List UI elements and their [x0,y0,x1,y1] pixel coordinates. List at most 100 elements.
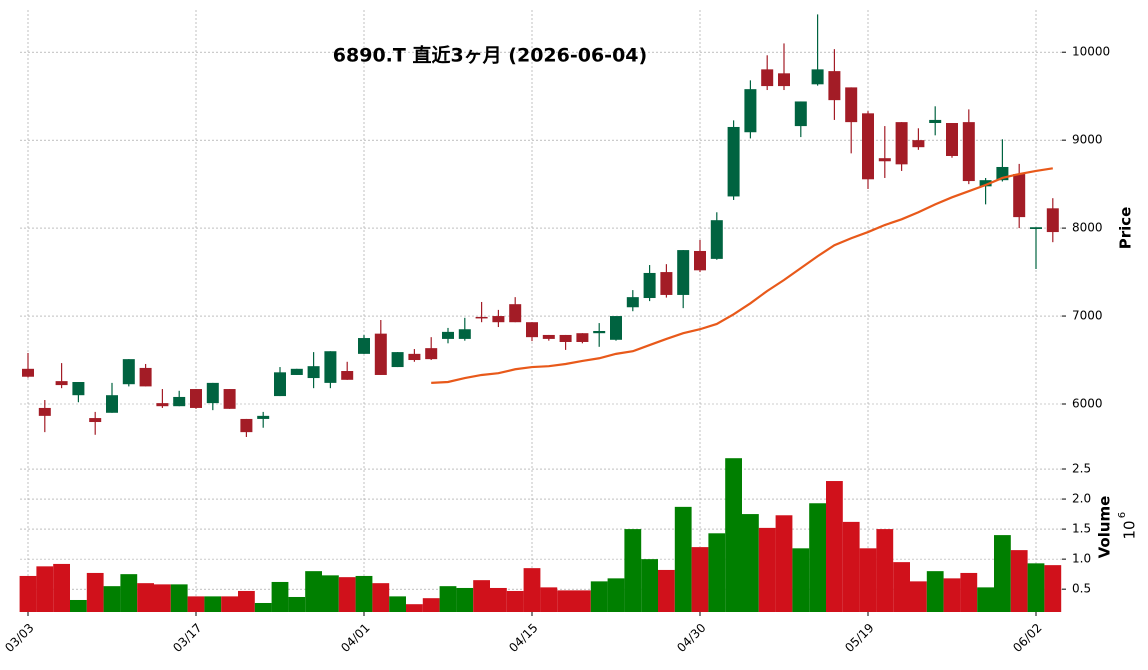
candle-body [240,418,253,433]
volume-bar [422,598,440,612]
volume-bar [473,580,490,612]
volume-bar [187,596,205,612]
volume-bar [372,583,390,612]
volume-bar [842,521,860,612]
candle-body [912,140,925,148]
volume-bar [1010,550,1028,612]
x-tick-label: 03/17 [170,621,204,655]
candle-body [374,333,387,375]
volume-bar [439,586,457,612]
volume-bar [641,559,658,612]
y2-exponent-base: 10 [1121,520,1139,539]
candle-body [38,407,51,416]
candle-body [190,389,202,408]
volume-bar [456,587,474,612]
candle-body [845,87,858,123]
candle-body [946,123,958,156]
volume-bar [742,514,759,612]
candle-body [173,396,186,407]
volume-bar [926,571,944,612]
y2-tick-label: 2.0 [1072,492,1091,506]
volume-bar [490,587,507,612]
volume-bar [1027,563,1045,612]
y2-tick-label: 2.5 [1072,462,1091,476]
candle-body [223,389,236,409]
volume-bar [19,575,37,612]
candle-body [727,126,740,197]
volume-bar [137,583,154,612]
volume-bar [338,577,356,612]
y-tick-label: 7000 [1072,309,1103,323]
x-tick-label: 04/15 [506,621,540,655]
candle-body [442,331,454,339]
candle-body [72,382,85,396]
x-tick-label: 06/02 [1010,621,1044,655]
volume-bar [540,587,558,612]
volume-bar [607,578,625,612]
volume-bar [557,590,574,612]
candle-body [122,359,135,385]
candle-body [358,338,370,354]
candle-body [710,220,723,259]
candle-body [106,395,118,413]
volume-bar [523,568,541,612]
candle-body [542,334,555,339]
volume-bar [910,581,927,612]
candle-body [408,353,421,361]
volume-bar [590,581,608,612]
candle-body [677,250,690,295]
volume-bar [254,602,272,612]
y-axis-label: Price [1117,207,1135,250]
candle-body [156,403,169,407]
volume-bar [322,575,339,612]
volume-bar [859,548,877,612]
volume-bar [506,590,524,612]
volume-bar [271,581,289,612]
y2-tick-label: 0.5 [1072,582,1091,596]
volume-bar [204,596,222,612]
volume-bar [960,572,978,612]
moving-average-line [431,167,1053,384]
volume-bar [1044,565,1062,612]
y-tick-label: 6000 [1072,396,1103,410]
x-tick-label: 04/30 [674,621,708,655]
candle-body [559,334,572,342]
candle-body [257,415,270,419]
candle-body [324,351,337,383]
y2-tick-label: 1.5 [1072,522,1091,536]
candle-body [89,418,102,423]
volume-bar [943,578,961,612]
candle-body [206,382,219,404]
candle-body [576,333,589,342]
candle-body [1030,227,1042,229]
volume-bar [893,562,910,612]
candle-body [660,272,673,295]
volume-bar [809,503,826,612]
candle-body [509,304,522,323]
volume-bar [691,547,709,612]
volume-bar [53,563,70,612]
volume-bar [792,548,810,612]
candle-body [794,101,807,127]
candle-body [643,272,656,299]
candle-body [862,113,874,180]
candle-body [828,71,841,101]
volume-bar [120,574,138,612]
volume-bar [86,572,104,612]
y2-exponent: 6 [1117,512,1128,518]
candle-body [744,89,757,133]
candle-body [626,297,639,308]
volume-bar [305,571,322,612]
volume-bar [103,586,121,612]
candle-body [290,368,303,375]
candle-body [526,322,538,338]
y-tick-label: 10000 [1072,45,1110,59]
volume-bar [288,596,306,612]
candle-body [610,316,622,340]
volume-bar [70,599,87,612]
candle-body [139,367,152,387]
candle-body [55,381,68,386]
volume-bar [154,584,171,612]
candle-body [307,366,320,379]
